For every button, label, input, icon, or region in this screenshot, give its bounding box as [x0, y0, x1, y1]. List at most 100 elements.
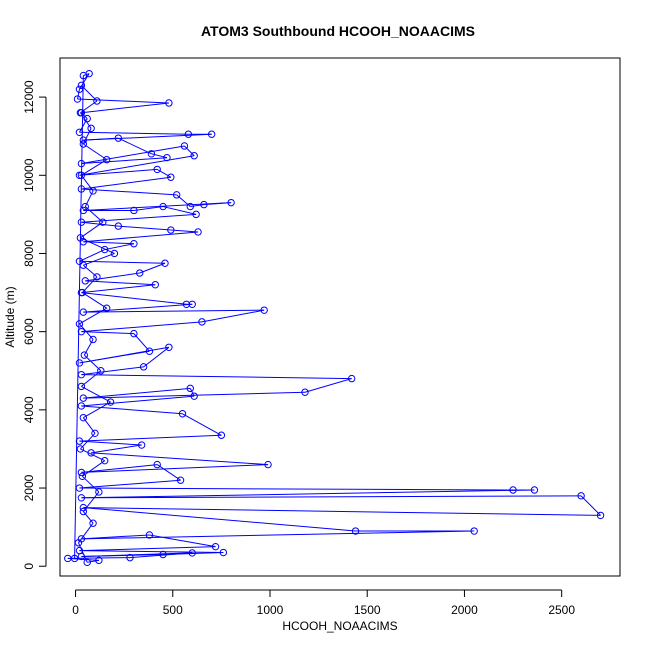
series-segment: [133, 206, 164, 211]
series-segment: [170, 229, 199, 233]
series-segment: [81, 331, 134, 335]
series-segment: [84, 190, 94, 207]
data-point: [188, 549, 196, 557]
data-point: [186, 384, 194, 393]
data-point: [207, 130, 216, 138]
data-point: [76, 109, 85, 117]
y-tick-label: 10000: [22, 158, 36, 192]
series-segment: [77, 98, 169, 104]
series-segment: [83, 309, 265, 313]
series-segment: [87, 559, 99, 563]
series-segment: [82, 128, 92, 145]
data-point: [75, 128, 84, 136]
series-segment: [304, 378, 352, 393]
data-point: [130, 329, 138, 338]
data-point: [81, 202, 89, 211]
data-point: [167, 226, 175, 234]
x-axis: 0 500 1000 1500 2000 2500: [72, 589, 575, 617]
data-point: [95, 488, 103, 496]
data-point: [77, 468, 86, 477]
data-point: [577, 492, 585, 500]
data-point: [102, 155, 111, 164]
series-segment: [189, 388, 195, 397]
x-tick-label: 1500: [354, 603, 381, 617]
data-point: [470, 527, 478, 535]
data-point: [184, 130, 193, 138]
data-point: [89, 187, 97, 195]
data-point: [75, 437, 84, 445]
data-point: [130, 239, 138, 248]
data-point: [182, 300, 191, 308]
data-point: [159, 550, 167, 559]
series-segment: [81, 157, 167, 165]
data-point: [145, 531, 154, 539]
data-point: [79, 503, 88, 512]
data-point: [79, 413, 88, 422]
series-segment: [79, 546, 216, 552]
data-point: [95, 556, 103, 565]
data-point: [126, 553, 134, 562]
series-segment: [67, 557, 131, 559]
series-segment: [79, 249, 105, 262]
data-point: [136, 269, 144, 277]
series-segment: [81, 284, 156, 294]
series-segment: [129, 552, 193, 559]
data-point: [101, 456, 109, 465]
series-segment: [85, 280, 156, 286]
data-point: [190, 152, 198, 160]
series-segment: [81, 405, 183, 415]
data-point: [79, 140, 88, 148]
data-point: [198, 318, 206, 326]
data-point: [77, 159, 86, 168]
y-tick-label: 8000: [22, 240, 36, 267]
series-segment: [83, 231, 199, 243]
y-axis-label: Altitude (m): [3, 286, 17, 347]
data-point: [509, 486, 517, 494]
data-point: [186, 202, 194, 211]
x-tick-label: 1000: [257, 603, 284, 617]
y-tick-label: 2000: [22, 474, 36, 501]
y-tick-label: 4000: [22, 396, 36, 423]
data-point: [161, 259, 169, 267]
series-segment: [81, 464, 269, 473]
series-segment: [182, 413, 222, 436]
series-segment: [143, 346, 170, 368]
data-point: [137, 441, 146, 449]
series-segment: [81, 188, 177, 196]
series-segment: [81, 370, 102, 387]
series-segment: [80, 448, 105, 462]
data-point: [101, 245, 109, 254]
data-point: [77, 171, 86, 179]
data-point: [190, 392, 198, 400]
y-tick-label: 6000: [22, 318, 36, 345]
data-point: [79, 394, 88, 402]
series-segment: [79, 487, 514, 491]
series-segment: [81, 112, 88, 119]
series-segment: [79, 155, 195, 176]
data-point: [188, 300, 196, 308]
data-point: [114, 134, 123, 142]
series-segment: [83, 507, 356, 532]
series-segment: [79, 479, 181, 489]
series-segment: [79, 346, 169, 364]
data-point: [77, 218, 86, 226]
series-segment: [81, 530, 475, 540]
data-point: [77, 494, 86, 502]
series-segment: [79, 168, 158, 176]
data-point: [192, 210, 200, 219]
data-point: [176, 476, 185, 484]
data-point: [145, 347, 154, 355]
data-point: [93, 97, 101, 105]
data-point: [75, 359, 84, 367]
series-segment: [580, 495, 601, 516]
data-point: [219, 548, 228, 557]
series-segment: [104, 243, 134, 251]
data-point: [93, 273, 101, 281]
data-point: [76, 234, 85, 242]
series-segment: [81, 102, 169, 114]
series-segment: [149, 534, 216, 548]
data-point: [165, 343, 173, 351]
data-point: [153, 460, 161, 469]
series-segment: [77, 89, 80, 100]
